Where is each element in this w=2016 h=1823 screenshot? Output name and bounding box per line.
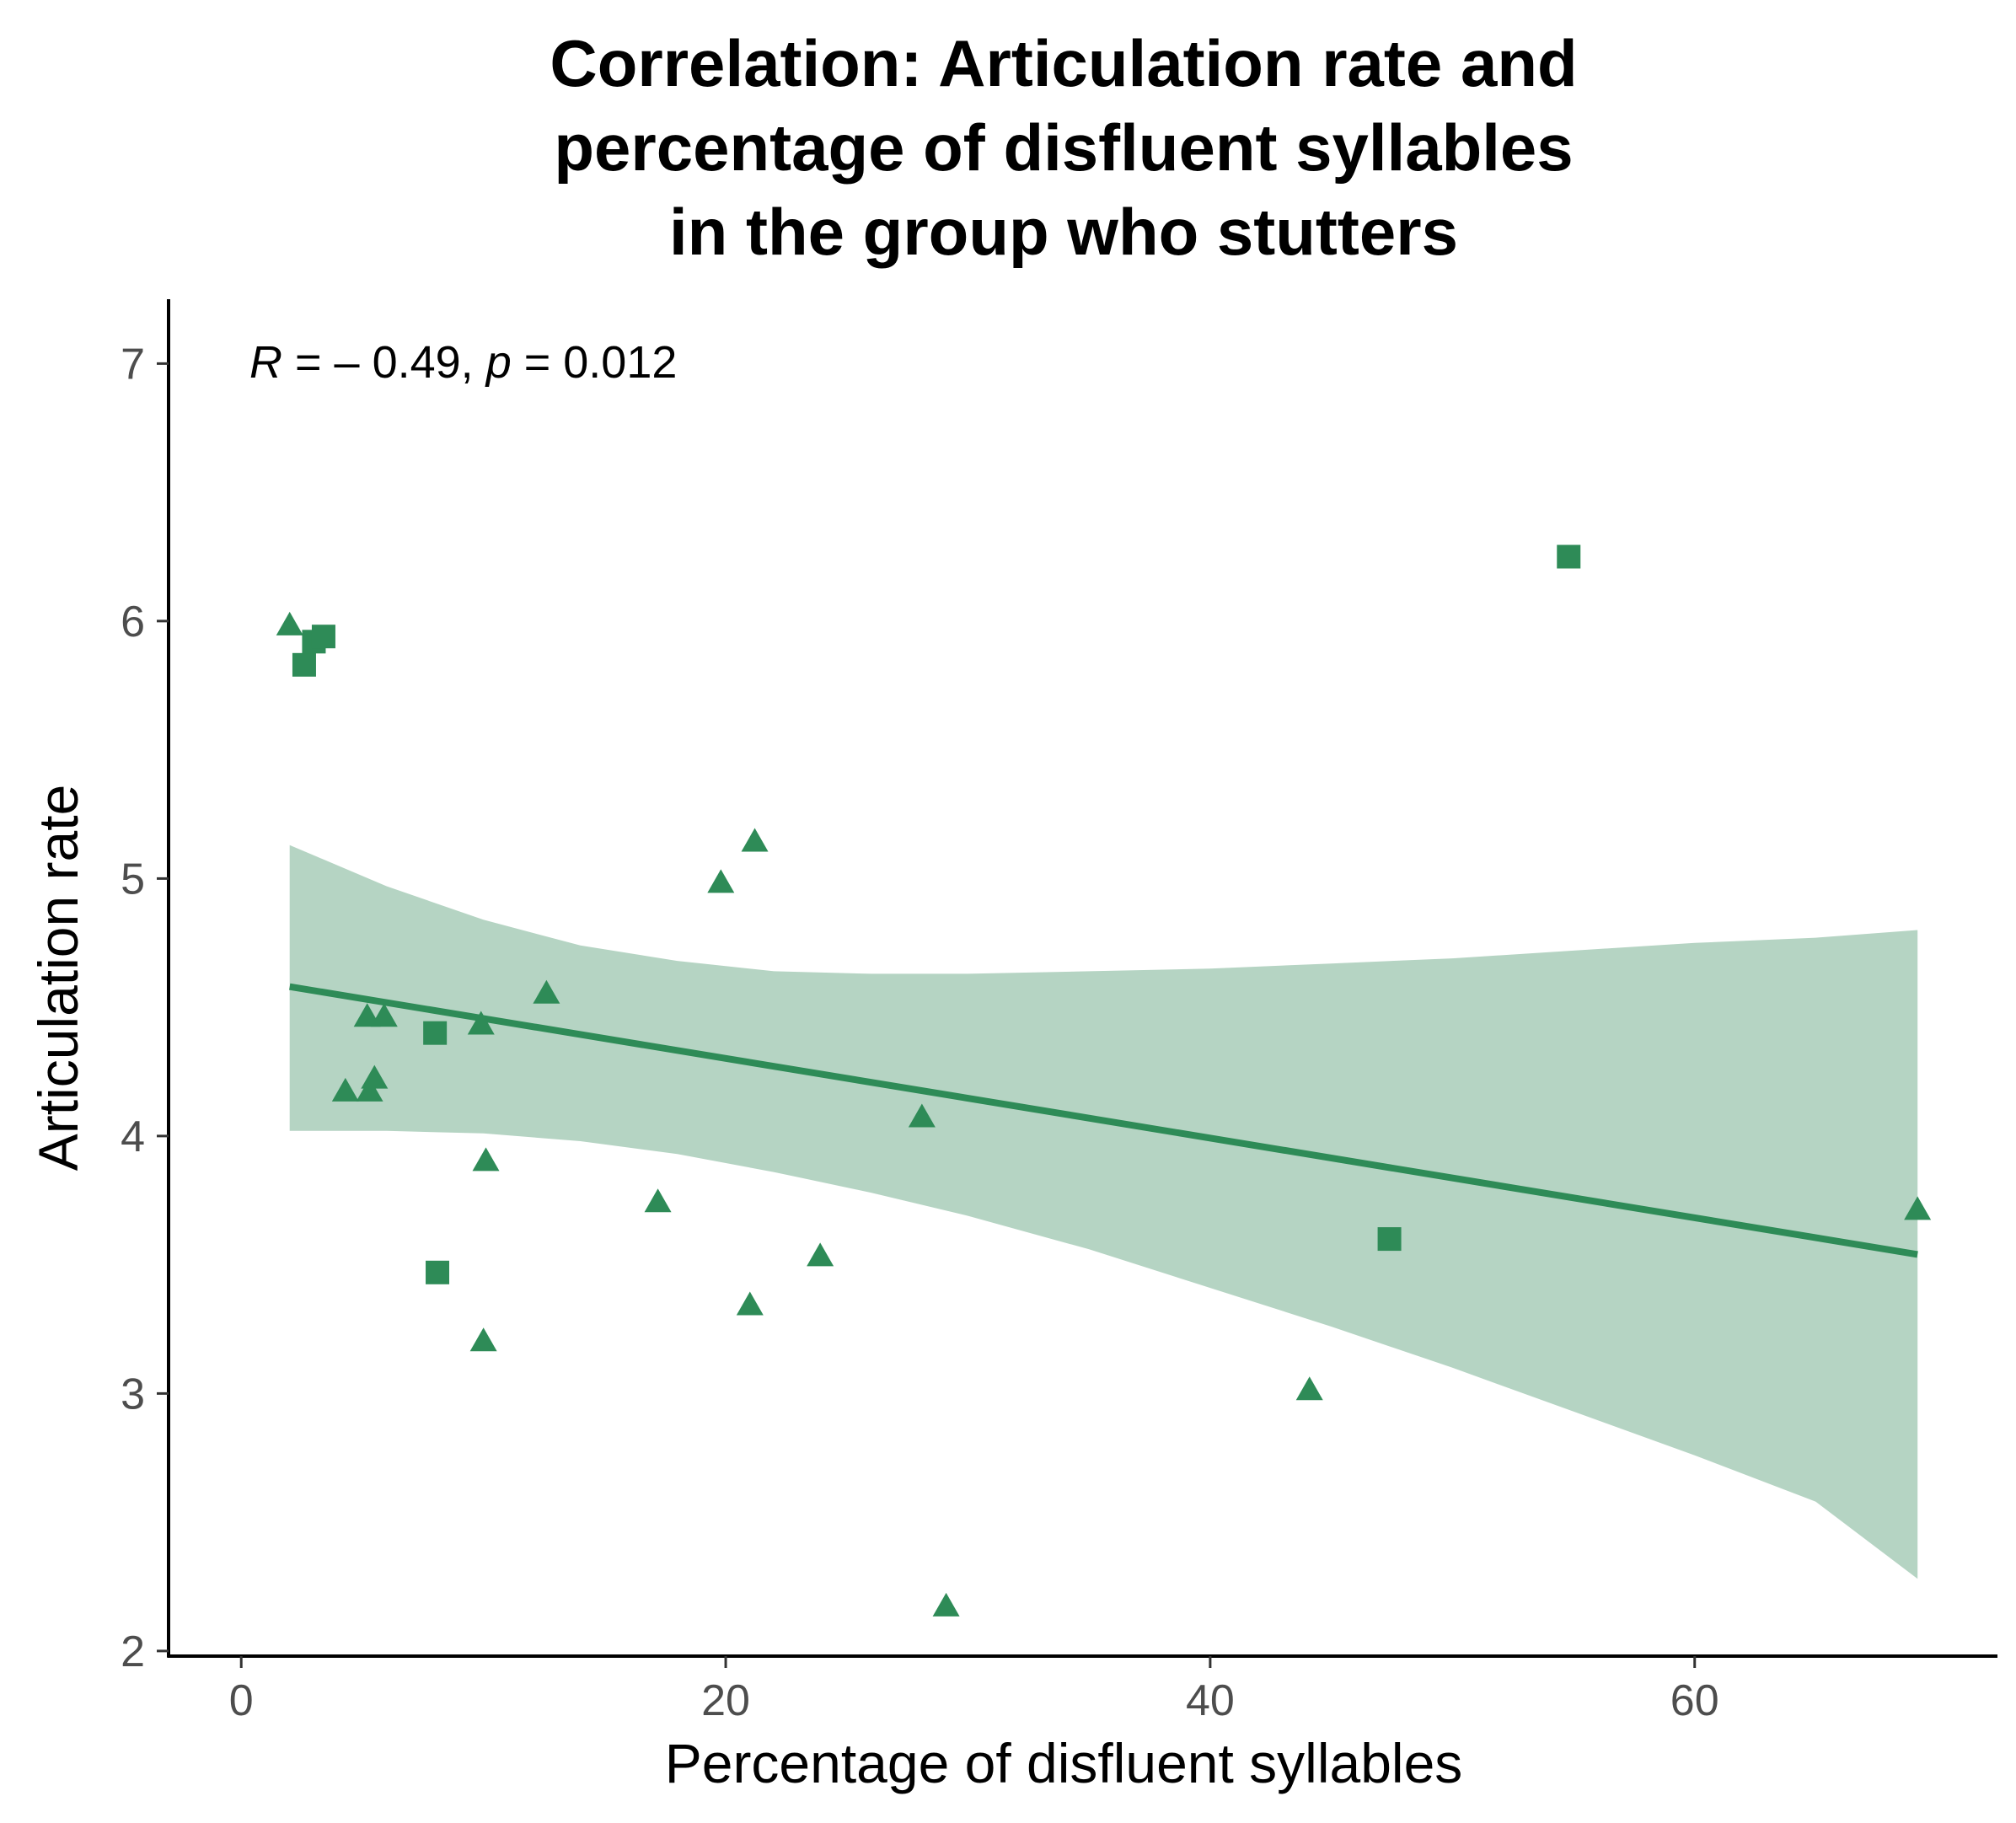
data-point-triangle: [276, 611, 303, 635]
x-axis-title: Percentage of disfluent syllables: [665, 1732, 1463, 1794]
plot-area: 0 20 40 60 2 3 4 5 6 7: [121, 299, 1997, 1725]
data-point-triangle: [361, 1064, 389, 1089]
regression-line: [289, 983, 1918, 1258]
data-point-triangle: [1295, 1376, 1323, 1401]
chart-title-line-1: Correlation: Articulation rate and: [550, 26, 1577, 100]
data-point-triangle: [1904, 1196, 1932, 1220]
y-tick-label: 4: [121, 1113, 145, 1161]
x-tick-label: 20: [701, 1676, 750, 1725]
r-symbol: R: [249, 337, 282, 388]
data-point-square: [292, 652, 316, 677]
y-tick-label: 5: [121, 855, 145, 903]
data-point-triangle: [370, 1003, 398, 1027]
data-point-triangle: [353, 1003, 381, 1027]
r-value: = – 0.49,: [282, 337, 486, 388]
data-point-triangle: [908, 1103, 936, 1128]
correlation-annotation: R = – 0.49, p = 0.012: [249, 337, 677, 388]
data-point-triangle: [707, 869, 735, 893]
data-point-square: [1557, 544, 1581, 569]
x-tick-label: 60: [1670, 1676, 1719, 1725]
data-point-square: [311, 625, 335, 649]
data-point-triangle: [533, 979, 560, 1004]
y-tick-label: 6: [121, 598, 145, 646]
confidence-band: [289, 844, 1918, 1579]
data-point-triangle: [331, 1077, 359, 1102]
data-point-triangle: [807, 1242, 834, 1267]
data-point-triangle: [736, 1291, 764, 1316]
x-tick-label: 40: [1186, 1676, 1235, 1725]
chart-title-line-2: percentage of disfluent syllables: [554, 110, 1573, 185]
y-tick-label: 3: [121, 1370, 145, 1418]
data-point-square: [423, 1021, 448, 1045]
data-point-square: [1377, 1227, 1402, 1252]
y-tick-label: 2: [121, 1627, 145, 1676]
data-point-square: [426, 1260, 450, 1284]
x-tick-label: 0: [229, 1676, 254, 1725]
p-symbol: p: [485, 337, 512, 388]
chart-title-line-3: in the group who stutters: [669, 195, 1458, 269]
p-value: = 0.012: [512, 337, 678, 388]
data-point-triangle: [467, 1011, 495, 1035]
data-point-triangle: [932, 1592, 960, 1617]
data-point-triangle: [472, 1147, 500, 1172]
data-point-triangle: [644, 1188, 672, 1213]
data-point-triangle: [356, 1077, 383, 1102]
data-point-triangle: [741, 828, 769, 852]
y-tick-label: 7: [121, 340, 145, 389]
y-axis-title: Articulation rate: [27, 785, 89, 1172]
data-point-triangle: [469, 1327, 497, 1352]
